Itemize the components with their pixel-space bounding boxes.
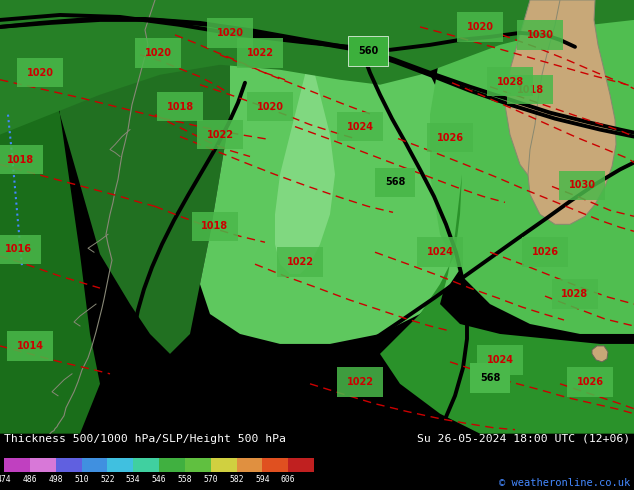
Text: 546: 546 — [152, 475, 166, 484]
Text: 498: 498 — [48, 475, 63, 484]
Text: 1026: 1026 — [576, 377, 604, 387]
Text: 1028: 1028 — [496, 77, 524, 87]
Polygon shape — [0, 0, 634, 135]
Text: Su 26-05-2024 18:00 UTC (12+06): Su 26-05-2024 18:00 UTC (12+06) — [417, 434, 630, 443]
Text: 1018: 1018 — [167, 101, 193, 112]
Polygon shape — [0, 0, 140, 85]
Bar — [4, 458, 30, 472]
Text: 560: 560 — [360, 42, 380, 52]
Text: 1014: 1014 — [16, 341, 44, 351]
Polygon shape — [505, 0, 590, 195]
Text: 1022: 1022 — [347, 377, 373, 387]
Polygon shape — [430, 0, 634, 334]
Text: 1026: 1026 — [436, 133, 463, 143]
Polygon shape — [380, 0, 634, 434]
Text: 570: 570 — [204, 475, 218, 484]
Bar — [210, 458, 236, 472]
Text: 1020: 1020 — [27, 68, 53, 78]
Bar — [236, 458, 262, 472]
Polygon shape — [0, 0, 100, 434]
Bar — [107, 458, 133, 472]
Text: 510: 510 — [74, 475, 89, 484]
Text: 1024: 1024 — [427, 247, 453, 257]
Bar — [159, 458, 185, 472]
Text: 1022: 1022 — [247, 48, 273, 58]
Text: 1022: 1022 — [207, 129, 233, 140]
Text: 534: 534 — [126, 475, 141, 484]
Text: 1024: 1024 — [347, 122, 373, 132]
Polygon shape — [200, 0, 480, 344]
Bar — [133, 458, 159, 472]
Text: Thickness 500/1000 hPa/SLP/Height 500 hPa: Thickness 500/1000 hPa/SLP/Height 500 hP… — [4, 434, 286, 443]
Text: 1020: 1020 — [467, 22, 493, 32]
Polygon shape — [592, 346, 608, 362]
Text: 606: 606 — [281, 475, 295, 484]
Polygon shape — [528, 0, 616, 224]
Text: 1024: 1024 — [486, 355, 514, 365]
Text: 1028: 1028 — [562, 289, 588, 299]
Text: 560: 560 — [358, 46, 378, 56]
Text: 582: 582 — [229, 475, 244, 484]
Text: 522: 522 — [100, 475, 115, 484]
Text: 1022: 1022 — [287, 257, 313, 267]
Text: 474: 474 — [0, 475, 11, 484]
Text: 1020: 1020 — [216, 28, 243, 38]
Polygon shape — [275, 0, 335, 274]
Polygon shape — [60, 0, 230, 354]
Bar — [56, 458, 82, 472]
Text: 568: 568 — [480, 373, 500, 383]
Text: 1030: 1030 — [569, 180, 595, 191]
Text: 1018: 1018 — [517, 85, 543, 95]
Bar — [185, 458, 210, 472]
Text: 1020: 1020 — [257, 101, 283, 112]
Text: 560: 560 — [359, 42, 381, 52]
Text: 1018: 1018 — [202, 221, 229, 231]
Text: 558: 558 — [178, 475, 192, 484]
Bar — [262, 458, 288, 472]
Bar — [82, 458, 107, 472]
Text: 1030: 1030 — [526, 30, 553, 40]
Text: 568: 568 — [385, 177, 405, 188]
Bar — [288, 458, 314, 472]
Text: © weatheronline.co.uk: © weatheronline.co.uk — [499, 478, 630, 488]
Text: 1018: 1018 — [6, 154, 34, 165]
Text: 1020: 1020 — [145, 48, 172, 58]
Bar — [30, 458, 56, 472]
Text: 1026: 1026 — [531, 247, 559, 257]
Text: 594: 594 — [255, 475, 269, 484]
Text: 486: 486 — [23, 475, 37, 484]
Text: 1016: 1016 — [4, 244, 32, 254]
